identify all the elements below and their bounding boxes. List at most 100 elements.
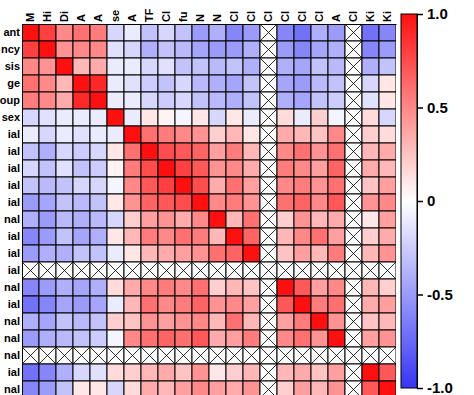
cross [209,347,226,364]
cross [379,262,396,279]
cell [73,126,90,143]
cell [226,194,243,211]
cell [107,381,124,395]
empty-cell-box [345,143,362,160]
cell [294,228,311,245]
cross [345,262,362,279]
cell [56,75,73,92]
cell [311,177,328,194]
cell [362,364,379,381]
cell [141,41,158,58]
cross [192,262,209,279]
empty-cell [362,347,379,364]
cell [328,58,345,75]
cross [175,347,192,364]
tick: Cl [347,11,359,24]
cell [192,160,209,177]
cell [175,41,192,58]
cross [345,381,362,395]
cross [243,262,260,279]
cross [260,262,277,279]
cell [226,160,243,177]
cross [260,262,277,279]
cell [362,41,379,58]
cell [277,24,294,41]
cell [73,92,90,109]
cell [209,296,226,313]
cell [294,109,311,126]
row-label: ge [7,77,20,89]
cell [192,143,209,160]
cross [260,279,277,296]
empty-cell-box [192,262,209,279]
cell [39,194,56,211]
empty-cell [260,347,277,364]
cell [226,58,243,75]
cell [124,177,141,194]
empty-cell-box [260,41,277,58]
cross [328,262,345,279]
cell [39,228,56,245]
cross [260,330,277,347]
cell [73,313,90,330]
cross [158,262,175,279]
cell [243,41,260,58]
empty-cell-box [328,262,345,279]
cell [175,58,192,75]
cell [192,109,209,126]
cell [175,313,192,330]
empty-cell [345,41,362,58]
cross [192,347,209,364]
cell [158,245,175,262]
cell [328,75,345,92]
row-label: ial [8,298,20,310]
cell [311,41,328,58]
empty-cell [345,160,362,177]
cross [260,24,277,41]
cell [226,109,243,126]
cell [107,126,124,143]
tick: nal [4,213,22,225]
empty-cell [260,245,277,262]
cell [56,126,73,143]
empty-cell [379,262,396,279]
cell [124,160,141,177]
empty-cell [56,347,73,364]
empty-cell [311,347,328,364]
cross [362,262,379,279]
cell [107,313,124,330]
empty-cell-box [226,347,243,364]
empty-cell [260,228,277,245]
tick: nal [4,349,22,361]
column-label: Cl [245,11,257,22]
cell [158,381,175,395]
cell [209,194,226,211]
cross [277,262,294,279]
tick: A [126,14,138,24]
cross [158,347,175,364]
cell [226,143,243,160]
cross [311,347,328,364]
cross [345,211,362,228]
cross [260,92,277,109]
cell [277,245,294,262]
row-label: ial [8,145,20,157]
row-label: sis [5,60,20,72]
cell [243,211,260,228]
cell [192,92,209,109]
cell [379,58,396,75]
cell [124,279,141,296]
cell [158,228,175,245]
cell [22,364,39,381]
cell [277,296,294,313]
empty-cell [345,381,362,395]
row-label: nal [4,383,20,395]
cell [243,313,260,330]
row-label: ncy [1,43,21,55]
cell [243,126,260,143]
cross [345,160,362,177]
cell [362,228,379,245]
cell [192,194,209,211]
tick: oup [0,94,22,106]
empty-cell-box [124,262,141,279]
